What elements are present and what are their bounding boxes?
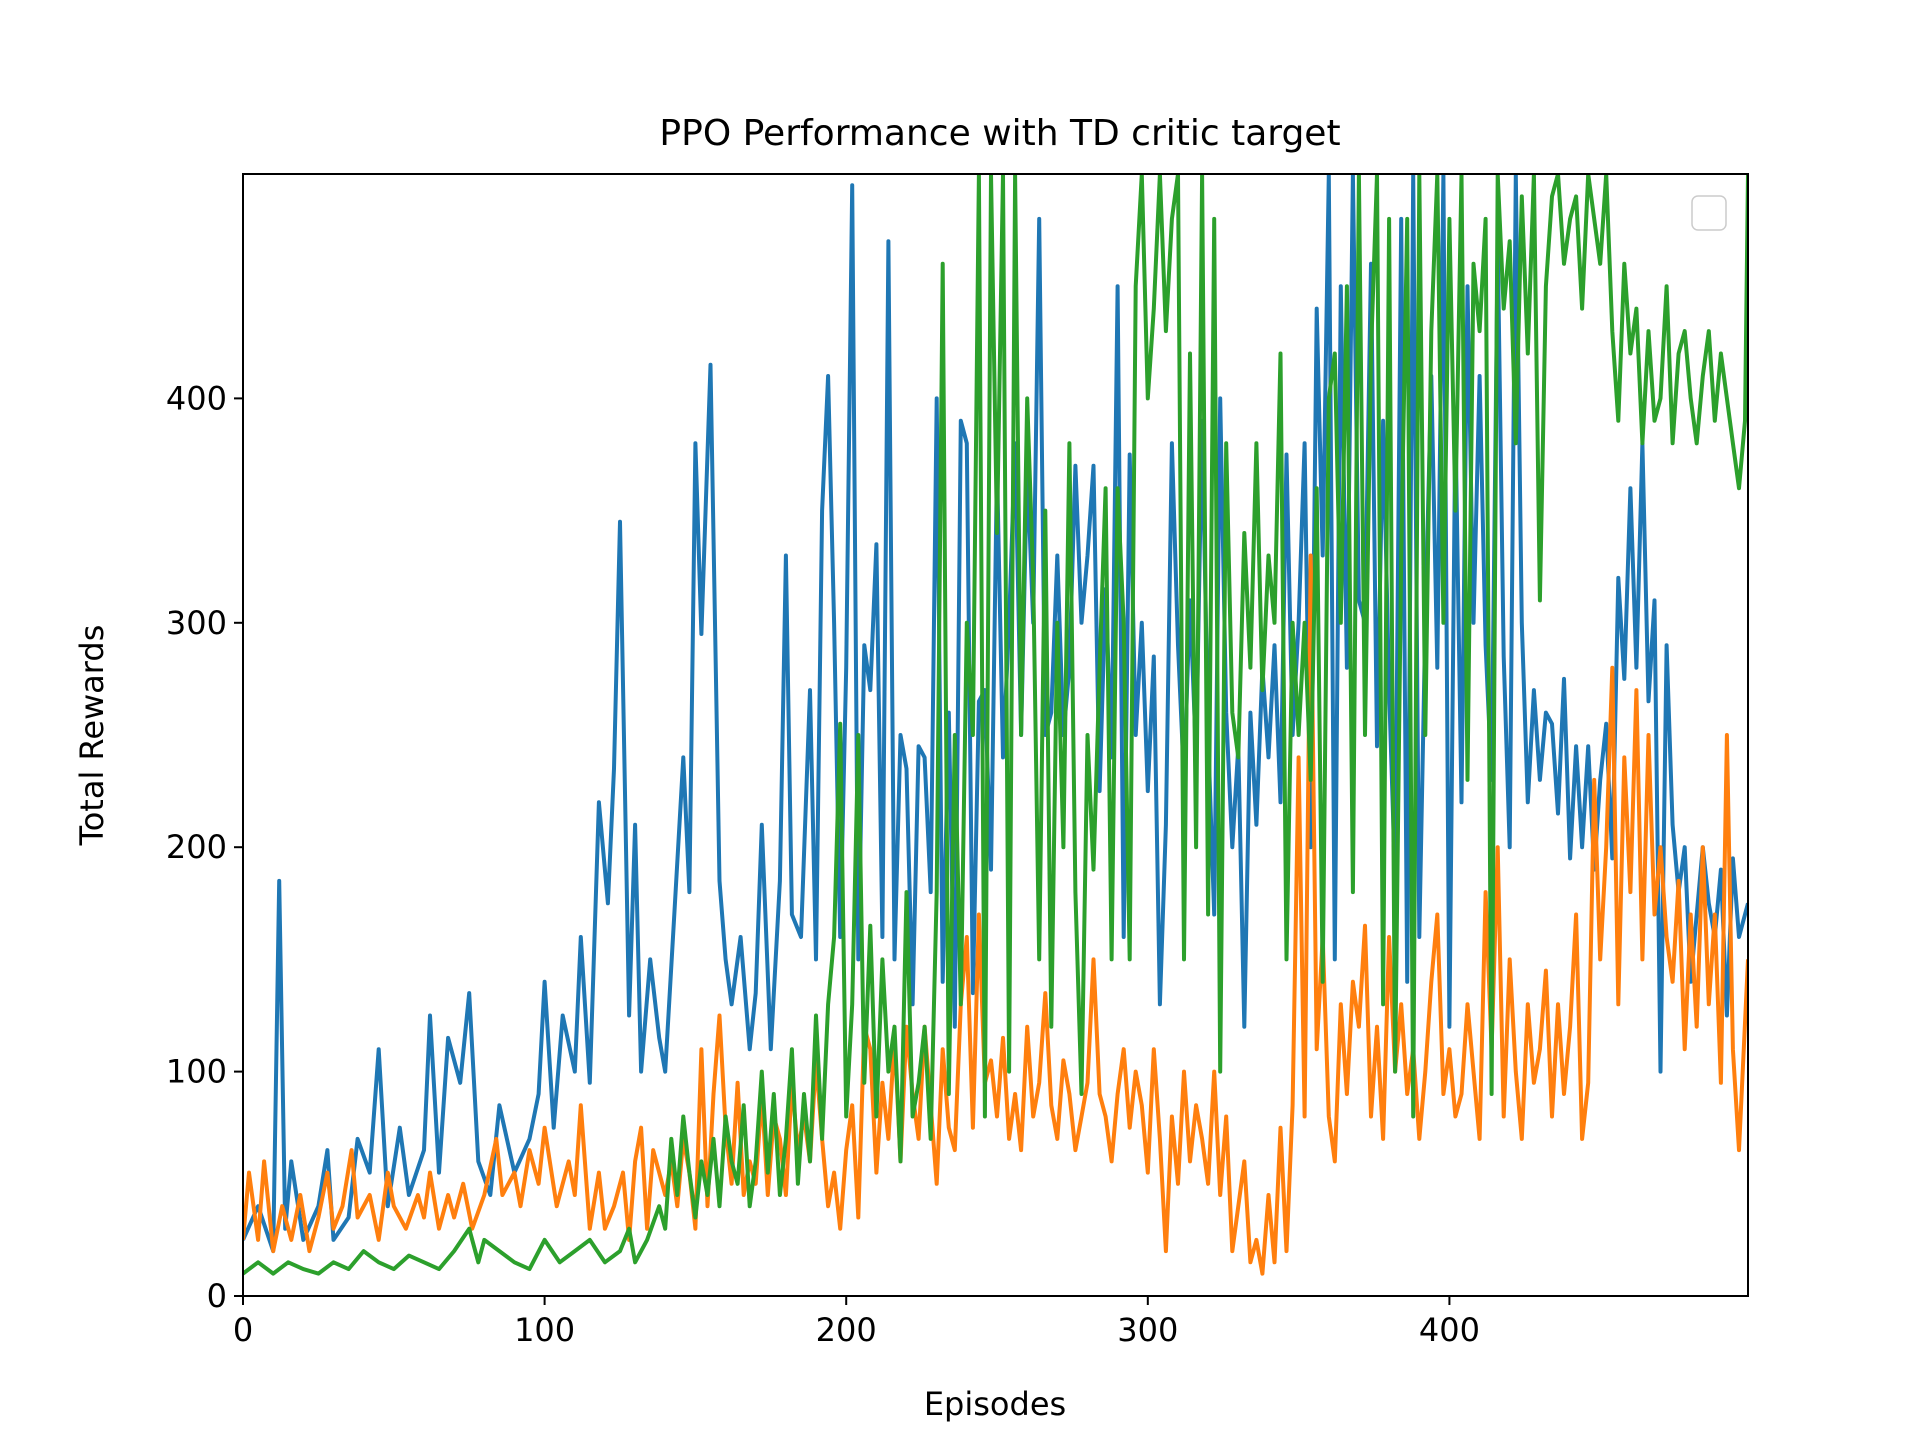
y-tick-label: 0: [207, 1277, 227, 1315]
x-axis: 0 100 200 300 400: [233, 1296, 1480, 1349]
series-line-1: [243, 174, 1748, 1254]
x-tick-label: 300: [1117, 1311, 1178, 1349]
y-tick-label: 200: [166, 828, 227, 866]
series-line-2: [243, 553, 1748, 1276]
y-tick-label: 100: [166, 1053, 227, 1091]
y-axis: 0 100 200 300 400: [166, 379, 243, 1315]
plot-frame: [242, 173, 1749, 1297]
x-tick-label: 400: [1419, 1311, 1480, 1349]
y-axis-label: Total Rewards: [73, 625, 111, 847]
y-tick-label: 300: [166, 604, 227, 642]
series-layer: [243, 174, 1748, 1276]
y-tick-label: 400: [166, 379, 227, 417]
x-tick-label: 0: [233, 1311, 253, 1349]
series-line-3: [243, 174, 1748, 1276]
x-tick-label: 100: [514, 1311, 575, 1349]
x-tick-label: 200: [816, 1311, 877, 1349]
legend-box: [1691, 195, 1727, 231]
chart-title: PPO Performance with TD critic target: [659, 113, 1340, 154]
x-axis-label: Episodes: [924, 1385, 1066, 1423]
